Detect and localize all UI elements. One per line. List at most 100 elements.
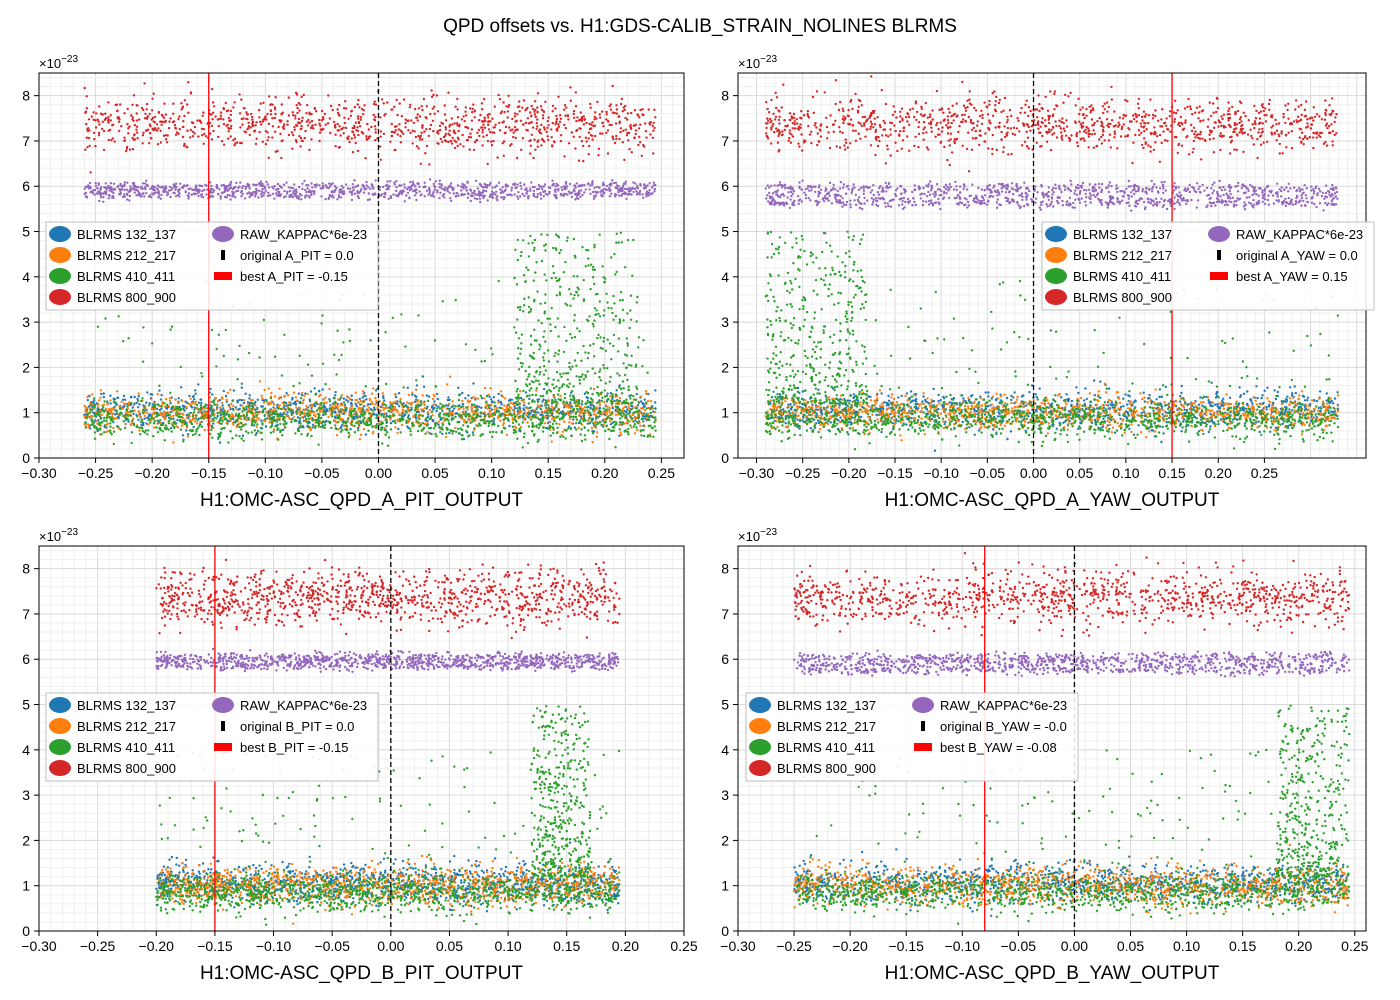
point — [340, 188, 343, 191]
point — [324, 197, 327, 201]
point — [633, 109, 637, 112]
point — [508, 405, 511, 409]
point — [643, 398, 646, 401]
point — [609, 184, 612, 187]
point — [552, 182, 556, 186]
point — [294, 402, 297, 405]
point — [295, 104, 298, 107]
point — [306, 406, 309, 410]
point — [226, 193, 229, 197]
point — [357, 115, 360, 118]
point — [120, 125, 123, 128]
point — [400, 423, 404, 427]
point — [594, 426, 598, 429]
point — [520, 187, 523, 190]
point — [139, 415, 142, 418]
point — [521, 137, 525, 140]
point — [374, 403, 377, 406]
point — [421, 108, 424, 112]
point — [184, 190, 187, 193]
point — [642, 434, 646, 438]
point — [466, 196, 470, 199]
point — [274, 112, 277, 116]
point — [535, 408, 538, 411]
point — [373, 118, 376, 121]
point — [191, 414, 195, 418]
point — [525, 107, 528, 111]
point — [481, 144, 484, 147]
point — [330, 195, 333, 198]
point — [288, 186, 291, 189]
point — [135, 131, 139, 134]
point — [95, 420, 99, 423]
point — [262, 118, 265, 121]
point — [460, 438, 464, 441]
point — [259, 180, 263, 183]
point — [320, 109, 324, 113]
point — [406, 386, 409, 389]
point — [306, 187, 309, 190]
point — [85, 195, 89, 199]
point — [536, 125, 539, 128]
point — [231, 190, 234, 193]
point — [239, 181, 242, 184]
point — [126, 181, 129, 184]
point — [438, 182, 441, 186]
point — [372, 412, 375, 415]
point — [363, 394, 366, 398]
point — [598, 407, 601, 410]
point — [200, 121, 203, 124]
point — [572, 418, 575, 421]
point — [124, 398, 127, 401]
point — [272, 410, 276, 414]
point — [539, 193, 543, 196]
point — [566, 193, 569, 196]
point — [84, 111, 87, 115]
point — [612, 137, 615, 141]
point — [88, 144, 91, 148]
point — [598, 186, 601, 189]
point — [321, 182, 324, 185]
point — [260, 419, 263, 422]
point — [271, 192, 275, 195]
point — [228, 405, 231, 408]
point — [300, 391, 304, 395]
point — [451, 400, 454, 403]
point — [247, 431, 250, 435]
point — [318, 389, 321, 392]
point — [512, 131, 515, 134]
point — [283, 395, 286, 398]
point — [642, 196, 645, 199]
point — [519, 184, 522, 188]
point — [336, 108, 339, 111]
point — [522, 401, 526, 404]
point — [232, 423, 235, 426]
point — [211, 436, 214, 439]
point — [247, 403, 250, 406]
point — [264, 142, 268, 146]
point — [299, 121, 302, 125]
point — [602, 423, 605, 427]
point — [510, 189, 513, 192]
point — [238, 398, 241, 402]
point — [167, 422, 171, 425]
point — [592, 124, 595, 128]
point — [443, 196, 446, 199]
point — [328, 117, 331, 120]
point — [189, 419, 193, 422]
point — [572, 135, 575, 138]
point — [472, 405, 476, 408]
point — [614, 181, 618, 184]
point — [340, 128, 343, 131]
point — [437, 132, 440, 135]
point — [486, 199, 489, 202]
point — [381, 442, 384, 445]
point — [481, 128, 484, 132]
point — [230, 124, 233, 128]
point — [489, 387, 492, 390]
point — [267, 186, 271, 189]
point — [140, 399, 143, 403]
point — [468, 418, 471, 422]
point — [240, 195, 243, 198]
